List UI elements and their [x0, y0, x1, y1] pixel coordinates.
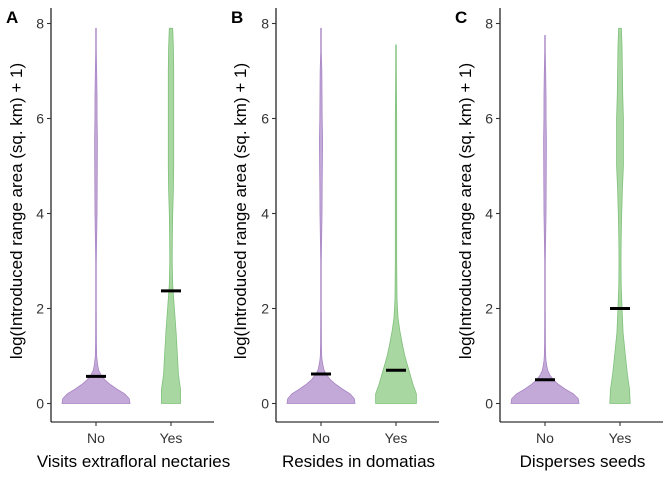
y-axis-title: log(Introduced range area (sq. km) + 1)	[231, 63, 250, 359]
panel-a: A 0 2 4 6 8 log(Introduced range area (sq. km)…	[6, 8, 230, 471]
x-tick-label: Yes	[160, 430, 183, 446]
y-tick-label: 4	[36, 206, 44, 222]
panel-letter: C	[455, 8, 467, 27]
y-tick-label: 6	[36, 111, 44, 127]
x-axis-title: Resides in domatias	[282, 452, 435, 471]
y-tick-label: 0	[485, 396, 493, 412]
panel-letter: B	[231, 8, 243, 27]
y-tick-label: 0	[261, 396, 269, 412]
x-axis-title: Visits extrafloral nectaries	[37, 452, 230, 471]
y-tick-label: 6	[261, 111, 269, 127]
x-tick-label: Yes	[385, 430, 408, 446]
x-axis-title: Disperses seeds	[520, 452, 646, 471]
y-tick-label: 8	[36, 16, 44, 32]
violin-yes	[161, 27, 181, 404]
panel-letter: A	[6, 8, 18, 27]
y-tick-label: 2	[36, 301, 44, 317]
x-tick-label: No	[87, 430, 105, 446]
violin-no	[286, 27, 356, 404]
violin-no	[510, 34, 580, 404]
violin-yes	[375, 44, 417, 404]
y-tick-label: 8	[485, 16, 493, 32]
y-tick-label: 4	[261, 206, 269, 222]
x-tick-label: No	[536, 430, 554, 446]
y-tick-label: 2	[261, 301, 269, 317]
y-axis-title: log(Introduced range area (sq. km) + 1)	[7, 63, 26, 359]
x-tick-label: Yes	[609, 430, 632, 446]
violin-no	[61, 27, 131, 404]
y-tick-label: 4	[485, 206, 493, 222]
panel-c: C 0 2 4 6 8 log(Introduced range area (sq. km)…	[455, 8, 663, 471]
y-tick-label: 6	[485, 111, 493, 127]
panel-b: B 0 2 4 6 8 log(Introduced range area (sq. km)…	[231, 8, 439, 471]
y-tick-label: 0	[36, 396, 44, 412]
y-tick-label: 8	[261, 16, 269, 32]
violin-yes	[609, 27, 631, 404]
y-axis-title: log(Introduced range area (sq. km) + 1)	[456, 63, 475, 359]
x-tick-label: No	[312, 430, 330, 446]
y-tick-label: 2	[485, 301, 493, 317]
